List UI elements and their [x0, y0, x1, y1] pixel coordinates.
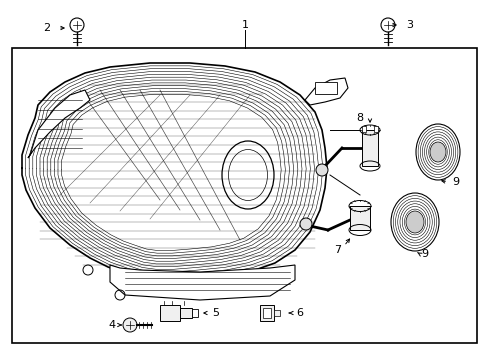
- Bar: [180, 308, 192, 318]
- Bar: [349, 206, 369, 230]
- Text: 4: 4: [108, 320, 115, 330]
- Polygon shape: [110, 265, 294, 300]
- Text: 5: 5: [212, 308, 219, 318]
- Text: 8: 8: [356, 113, 363, 123]
- Text: 9: 9: [421, 249, 427, 259]
- Bar: [263, 308, 270, 318]
- Text: 1: 1: [241, 20, 248, 30]
- Bar: [160, 305, 180, 321]
- Text: 9: 9: [451, 177, 459, 187]
- Text: 2: 2: [43, 23, 50, 33]
- Bar: [192, 309, 198, 317]
- Text: 3: 3: [406, 20, 413, 30]
- Bar: [314, 82, 336, 94]
- Bar: [260, 305, 273, 321]
- Circle shape: [123, 318, 137, 332]
- Bar: [373, 126, 377, 132]
- Circle shape: [315, 164, 327, 176]
- Polygon shape: [28, 90, 90, 158]
- Bar: [12, 48, 476, 343]
- Ellipse shape: [429, 142, 445, 162]
- Polygon shape: [305, 78, 347, 105]
- Text: 7: 7: [334, 245, 341, 255]
- Circle shape: [299, 218, 311, 230]
- Text: 6: 6: [296, 308, 303, 318]
- Bar: [361, 126, 365, 132]
- Ellipse shape: [405, 211, 423, 233]
- Bar: [273, 310, 280, 316]
- Bar: [361, 130, 377, 166]
